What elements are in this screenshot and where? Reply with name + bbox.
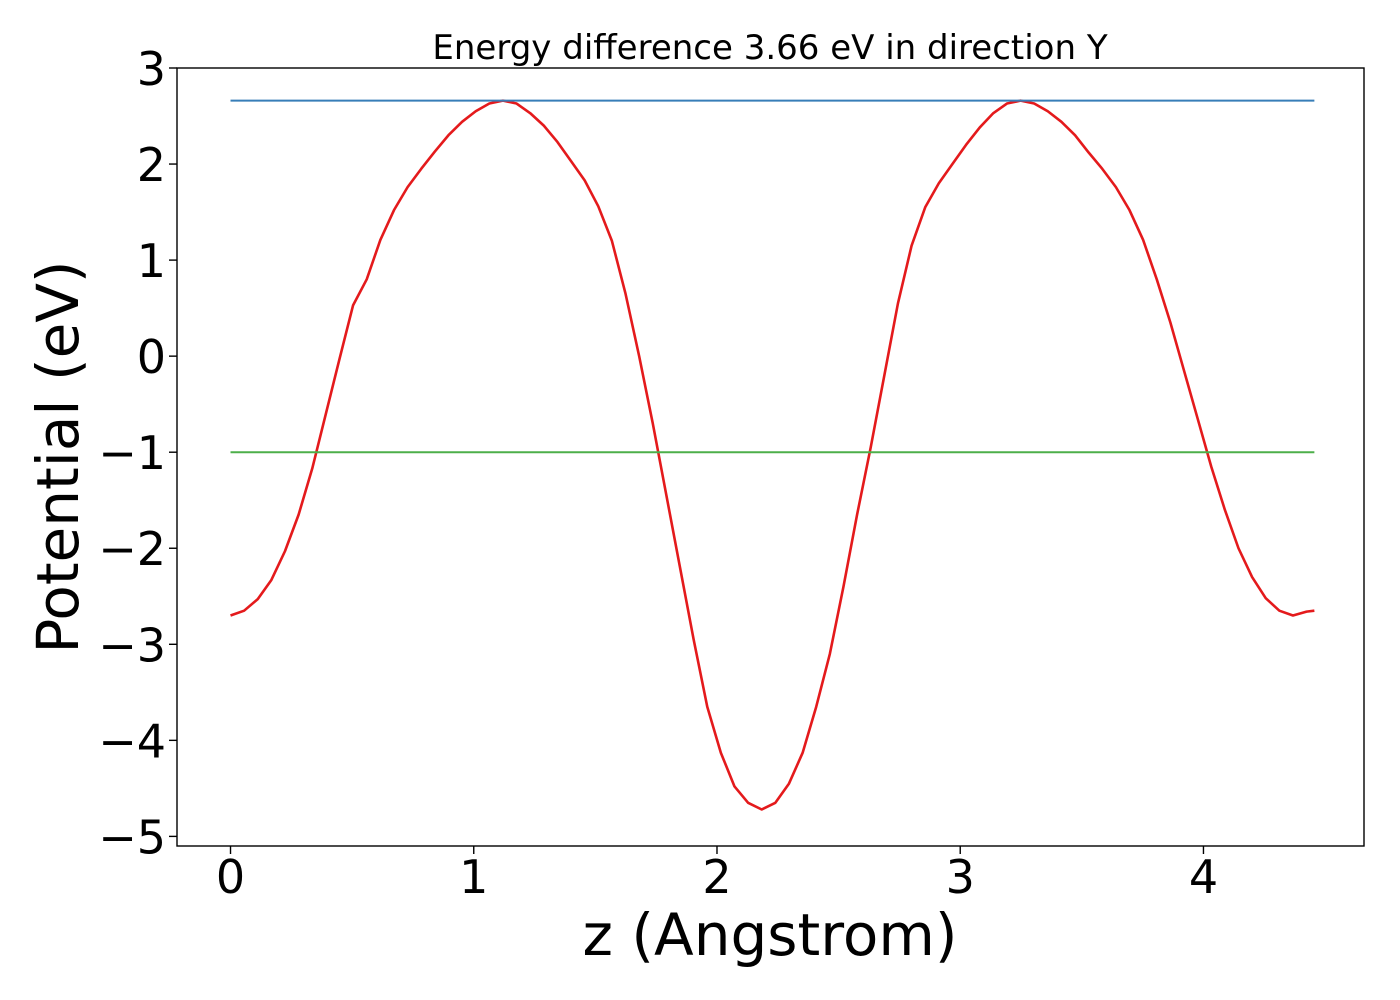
y-tick-label: 1 xyxy=(137,234,166,288)
y-axis-label: Potential (eV) xyxy=(24,260,92,653)
x-axis-label: z (Angstrom) xyxy=(583,901,958,969)
y-tick-label: −3 xyxy=(98,618,166,672)
y-tick-label: −5 xyxy=(98,810,166,864)
y-tick-label: −2 xyxy=(98,522,166,576)
chart-title: Energy difference 3.66 eV in direction Y xyxy=(432,28,1107,68)
x-axis: 0 1 2 3 4 xyxy=(216,846,1218,904)
y-axis: −5 −4 −3 −2 −1 0 1 2 3 xyxy=(98,42,177,864)
y-tick-label: −1 xyxy=(98,426,166,480)
x-tick-label: 0 xyxy=(216,850,245,904)
x-tick-label: 2 xyxy=(702,850,731,904)
x-tick-label: 1 xyxy=(459,850,488,904)
y-tick-label: −4 xyxy=(98,714,166,768)
plot-frame xyxy=(176,67,1365,847)
x-tick-label: 4 xyxy=(1189,850,1218,904)
y-tick-label: 2 xyxy=(137,138,166,192)
series-layer xyxy=(230,99,1315,811)
y-tick-label: 3 xyxy=(137,42,166,96)
x-tick-label: 3 xyxy=(946,850,975,904)
y-tick-label: 0 xyxy=(137,330,166,384)
series-line-0 xyxy=(230,99,1315,811)
